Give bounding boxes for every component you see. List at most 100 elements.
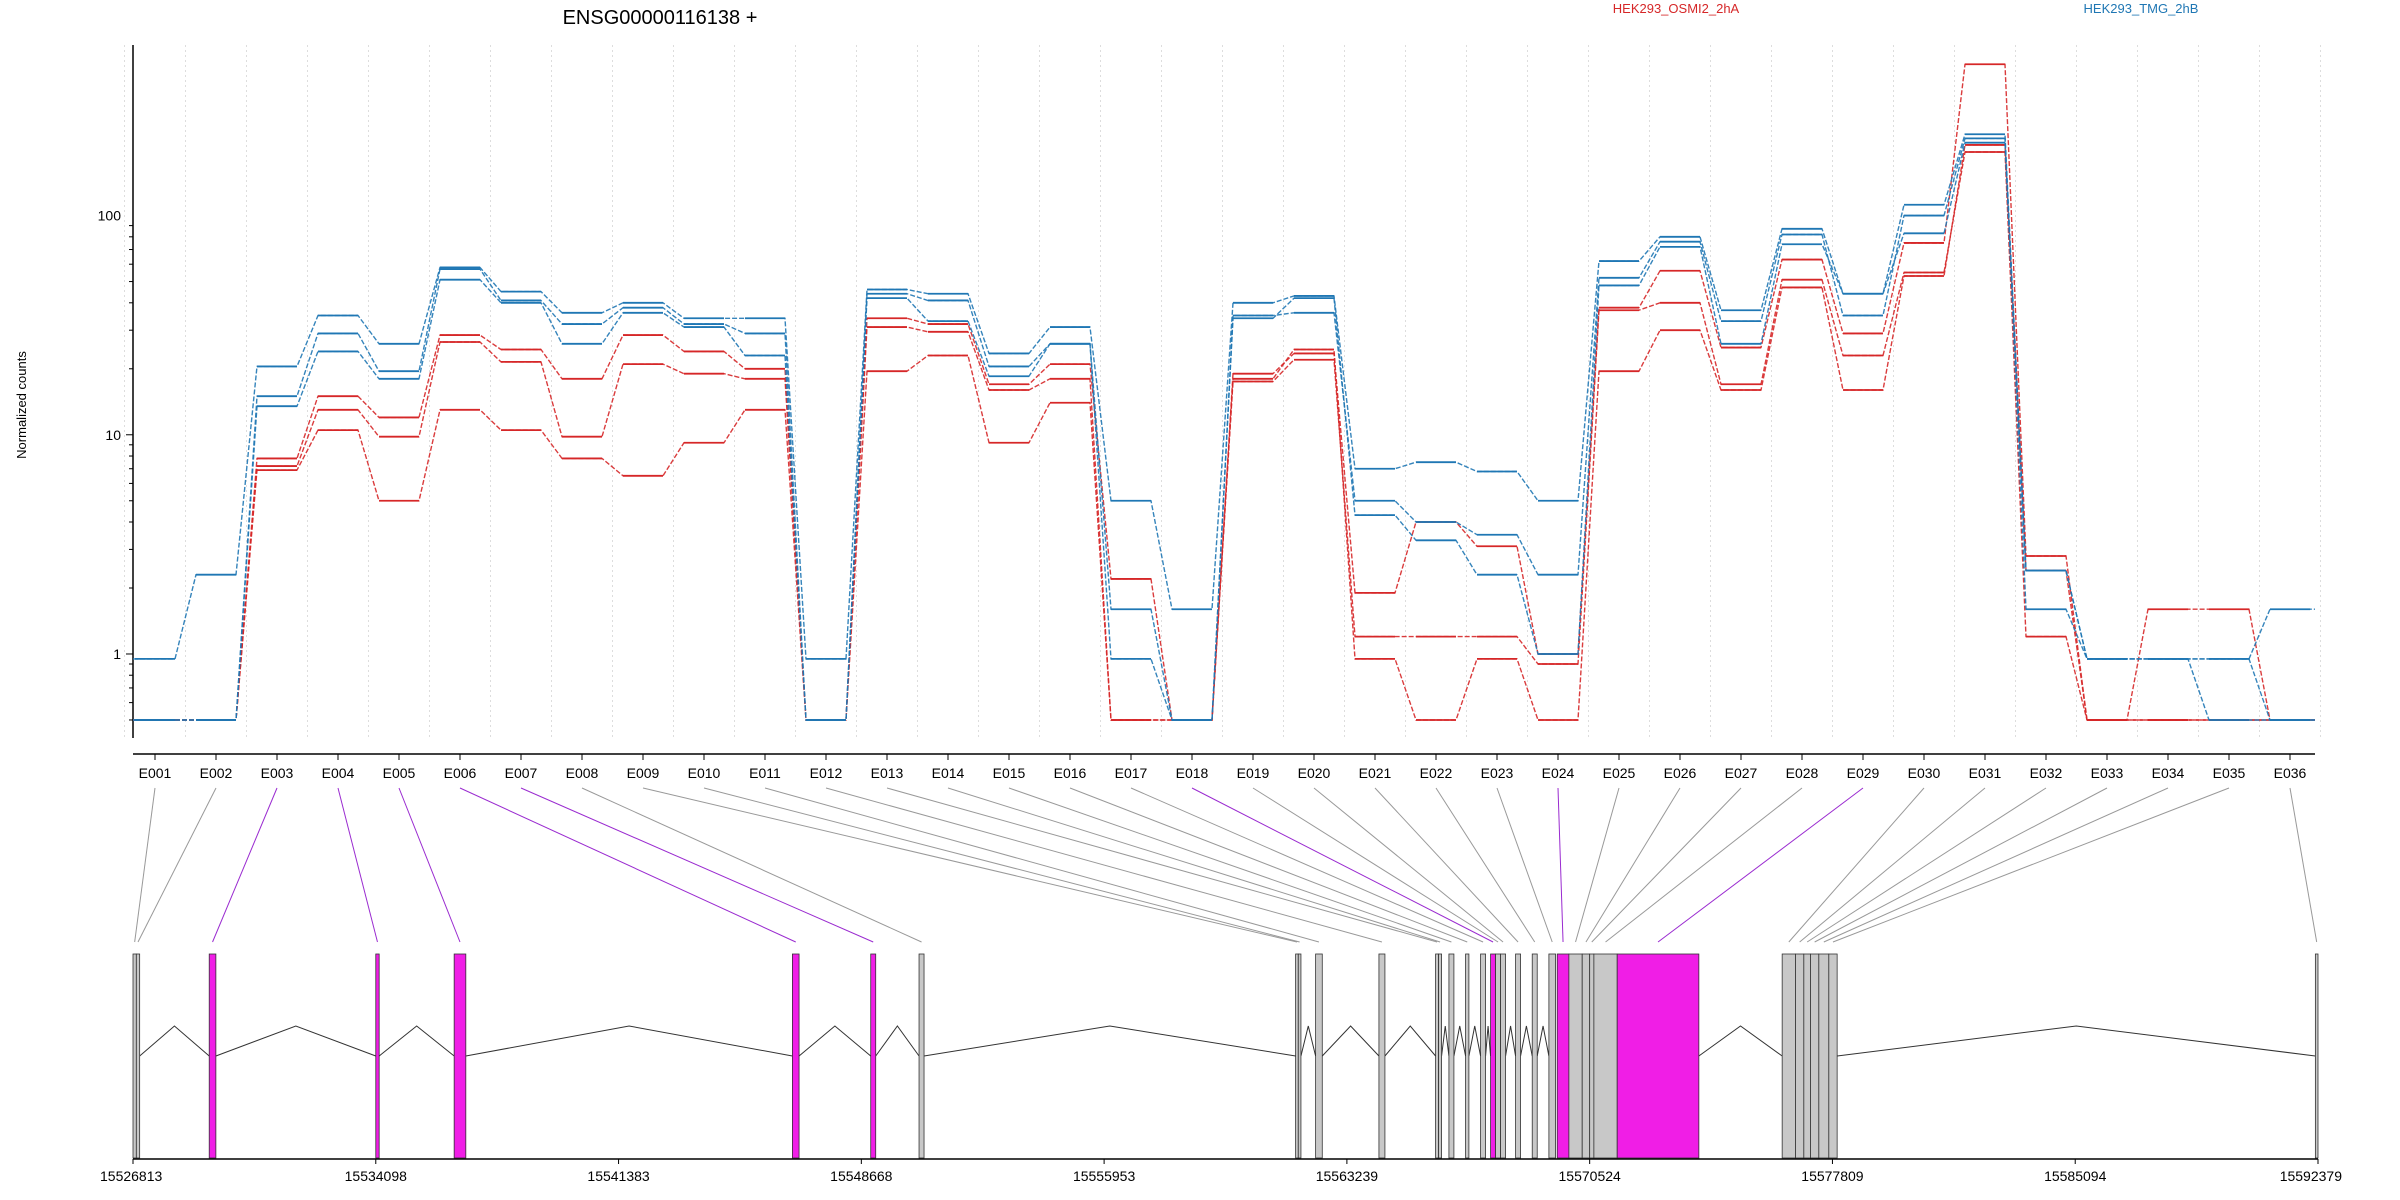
exon-box <box>1828 953 1838 1159</box>
exon-box <box>918 953 925 1159</box>
exon-connector <box>825 787 1383 943</box>
exon-box <box>1556 953 1570 1159</box>
exon-box <box>1548 953 1556 1159</box>
series-line-4 <box>133 133 2315 660</box>
x-tick-label: E024 <box>1542 765 1575 781</box>
genomic-tick-label: 15548668 <box>830 1168 893 1184</box>
legend-label-osmi: HEK293_OSMI2_2hA <box>1613 1 1740 16</box>
exon-box <box>1500 953 1506 1159</box>
x-tick-label: E011 <box>749 765 781 781</box>
exon-connector <box>1585 787 1681 943</box>
exon-connector <box>947 787 1441 943</box>
intron-line <box>1453 1025 1467 1057</box>
intron-line <box>378 1025 455 1057</box>
chart-title: ENSG00000116138 + <box>563 7 758 29</box>
genomic-tick-label: 15585094 <box>2044 1168 2107 1184</box>
exon-connector <box>1657 787 1864 943</box>
x-tick-label: E032 <box>2030 765 2063 781</box>
exon-connector <box>1823 787 2169 943</box>
intron-line <box>923 1025 1296 1057</box>
x-tick-label: E015 <box>993 765 1026 781</box>
x-tick-label: E002 <box>200 765 233 781</box>
exon-connector <box>1313 787 1504 943</box>
exon-connector <box>1374 787 1519 943</box>
exon-box <box>1438 953 1442 1159</box>
exon-connector <box>1435 787 1536 943</box>
x-tick-label: E003 <box>261 765 294 781</box>
exon-box <box>1531 953 1538 1159</box>
x-tick-label: E013 <box>871 765 904 781</box>
exon-box <box>1810 953 1820 1159</box>
exon-box <box>1818 953 1830 1159</box>
x-tick-label: E022 <box>1420 765 1453 781</box>
intron-line <box>798 1025 872 1057</box>
exon-connector <box>134 787 156 943</box>
exon-box <box>1480 953 1486 1159</box>
intron-line <box>1505 1025 1517 1057</box>
x-tick-label: E001 <box>139 765 172 781</box>
genomic-axis: 15526813 15534098 15541383 15548668 15555953… <box>100 1158 2343 1184</box>
exon-connector <box>581 787 922 943</box>
exon-connector <box>1008 787 1452 943</box>
exon-connector <box>398 787 461 943</box>
intron-line <box>465 1025 793 1057</box>
exon-connector <box>1814 787 2108 943</box>
exon-box <box>1589 953 1595 1159</box>
intron-line <box>1520 1025 1533 1057</box>
exon-box <box>132 953 137 1159</box>
genomic-tick-label: 15541383 <box>587 1168 650 1184</box>
intron-line <box>1485 1025 1492 1057</box>
exon-connector <box>1069 787 1468 943</box>
series-line-3 <box>133 144 2315 721</box>
exon-box <box>1490 953 1496 1159</box>
genomic-tick-label: 15534098 <box>345 1168 408 1184</box>
exon-connector <box>1832 787 2230 943</box>
x-tick-label: E029 <box>1847 765 1880 781</box>
x-tick-label: E021 <box>1359 765 1392 781</box>
exon-box <box>1593 953 1618 1159</box>
exon-connector <box>1191 787 1494 943</box>
x-axis: E001 E002 E003 E004 E005 E006 E007 E008 E009 E010… <box>133 753 2315 781</box>
y-axis-label: Normalized counts <box>14 351 29 459</box>
exon-box <box>870 953 877 1159</box>
x-tick-label: E026 <box>1664 765 1697 781</box>
exon-box <box>1795 953 1805 1159</box>
genomic-tick-label: 15592379 <box>2280 1168 2343 1184</box>
exon-box <box>1315 953 1323 1159</box>
x-tick-label: E016 <box>1054 765 1087 781</box>
exon-connector <box>1591 787 1742 943</box>
y-tick-label: 1 <box>113 646 121 662</box>
exon-box <box>1448 953 1455 1159</box>
x-tick-label: E010 <box>688 765 721 781</box>
genomic-tick-label: 15555953 <box>1073 1168 1136 1184</box>
x-tick-label: E004 <box>322 765 355 781</box>
exon-box <box>1616 953 1700 1159</box>
intron-line <box>1300 1025 1317 1057</box>
intron-line <box>1837 1025 2316 1057</box>
genomic-tick-label: 15526813 <box>100 1168 163 1184</box>
x-tick-label: E025 <box>1603 765 1636 781</box>
exon-box <box>1435 953 1439 1159</box>
exon-box <box>1297 953 1302 1159</box>
x-tick-label: E005 <box>383 765 416 781</box>
exon-box <box>135 953 141 1159</box>
x-tick-label: E012 <box>810 765 843 781</box>
exon-track <box>132 953 2319 1159</box>
y-axis: 1 10 100 <box>98 45 134 738</box>
y-tick-label: 100 <box>98 208 122 224</box>
exon-connector <box>764 787 1320 943</box>
exon-box <box>1781 953 1796 1159</box>
exon-box <box>1515 953 1521 1159</box>
exon-box <box>1803 953 1811 1159</box>
exon-connector <box>1130 787 1484 943</box>
exon-connector <box>1496 787 1553 943</box>
exon-connector <box>337 787 378 943</box>
exon-box <box>1581 953 1591 1159</box>
series-lines <box>133 63 2315 721</box>
exon-box <box>1568 953 1583 1159</box>
x-tick-label: E007 <box>505 765 538 781</box>
exon-connector <box>2289 787 2318 943</box>
intron-line <box>1536 1025 1550 1057</box>
intron-line <box>1321 1025 1380 1057</box>
